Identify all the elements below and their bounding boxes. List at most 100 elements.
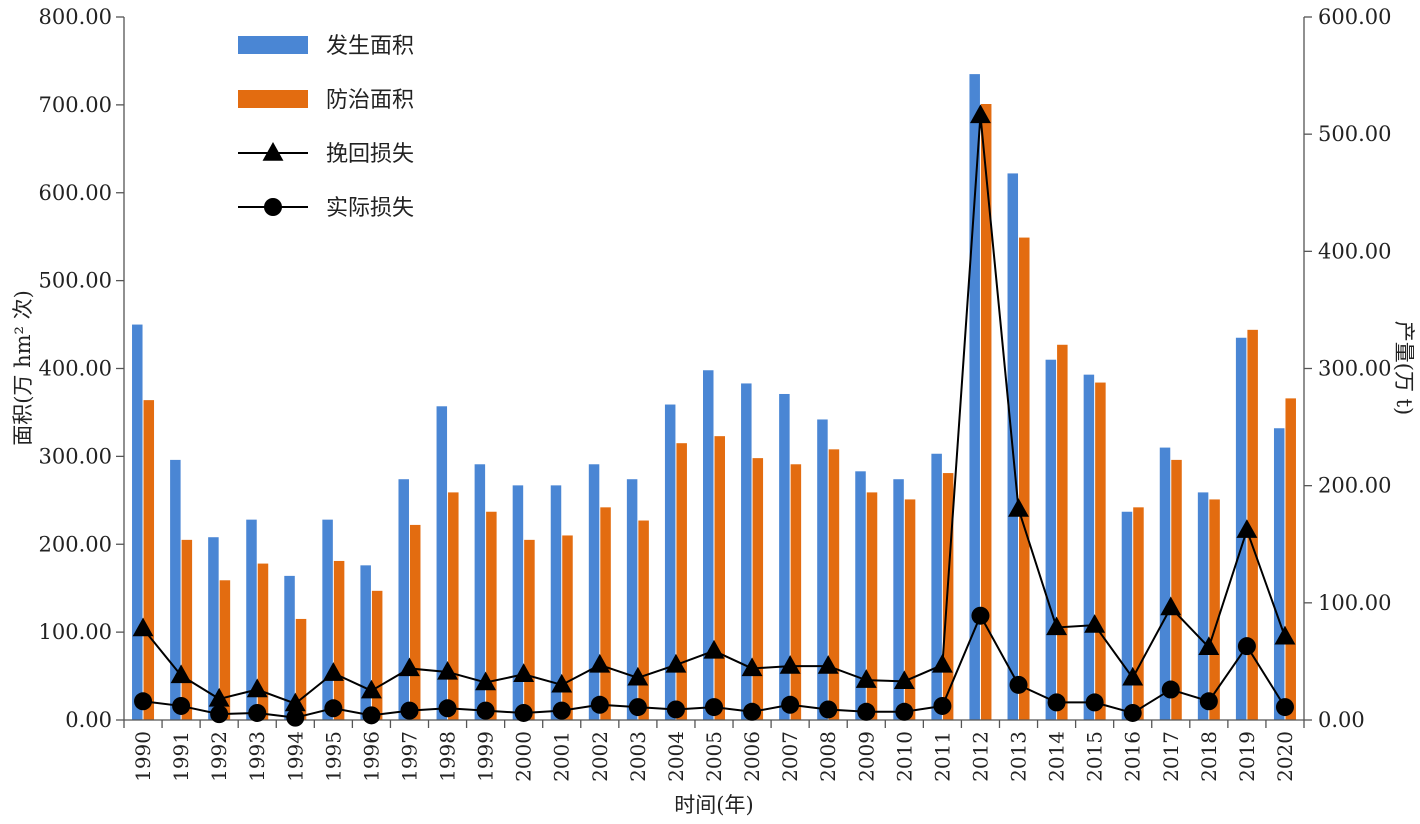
y2-tick-label: 0.00 xyxy=(1318,708,1365,732)
bar-occurrence-1992 xyxy=(208,537,219,720)
bar-occurrence-2004 xyxy=(664,404,676,720)
marker-actual-loss-2001 xyxy=(552,701,571,720)
bar-occurrence-2006 xyxy=(741,383,752,720)
marker-recovered-loss-2008 xyxy=(817,655,839,674)
marker-recovered-loss-2004 xyxy=(665,653,687,673)
marker-recovered-loss-2015 xyxy=(1084,614,1106,633)
marker-recovered-loss-2012 xyxy=(970,104,991,124)
x-tick-label-2005: 2005 xyxy=(702,731,726,782)
marker-actual-loss-2019 xyxy=(1237,637,1256,656)
x-tick-label-1990: 1990 xyxy=(131,731,155,782)
y2-tick-label: 500.00 xyxy=(1318,122,1391,146)
y2-tick-label: 100.00 xyxy=(1318,591,1391,615)
marker-recovered-loss-2013 xyxy=(1008,498,1029,517)
bar-occurrence-2010 xyxy=(893,479,904,720)
bar-control-1995 xyxy=(333,560,345,720)
bar-occurrence-2008 xyxy=(817,419,828,720)
bar-occurrence-2001 xyxy=(550,485,562,720)
bar-control-2010 xyxy=(904,499,916,720)
y2-tick-label: 200.00 xyxy=(1318,474,1391,498)
marker-actual-loss-2016 xyxy=(1123,703,1142,722)
y-tick-label: 600.00 xyxy=(39,181,112,205)
marker-actual-loss-1990 xyxy=(134,692,153,711)
bar-occurrence-2012 xyxy=(969,74,980,721)
line-recovered-loss xyxy=(142,115,1286,705)
legend-label-2: 挽回损失 xyxy=(326,142,414,167)
y2-tick-label: 300.00 xyxy=(1318,357,1391,381)
bar-occurrence-1996 xyxy=(360,565,371,720)
bar-control-2016 xyxy=(1133,507,1144,720)
bar-control-1998 xyxy=(448,492,459,720)
marker-actual-loss-1999 xyxy=(476,701,495,720)
marker-actual-loss-2015 xyxy=(1085,693,1104,712)
bar-occurrence-2018 xyxy=(1197,492,1209,720)
marker-actual-loss-1991 xyxy=(172,696,191,715)
bar-occurrence-1999 xyxy=(474,464,486,720)
marker-actual-loss-2006 xyxy=(743,702,762,721)
x-tick-label-2002: 2002 xyxy=(588,731,612,782)
marker-actual-loss-2005 xyxy=(705,698,723,717)
marker-actual-loss-2002 xyxy=(590,695,609,714)
marker-actual-loss-2000 xyxy=(514,703,533,722)
marker-actual-loss-2007 xyxy=(781,695,800,714)
legend-marker-triangle xyxy=(262,142,284,161)
marker-recovered-loss-2002 xyxy=(589,653,611,673)
bar-occurrence-2007 xyxy=(779,393,790,720)
x-tick-label-2015: 2015 xyxy=(1083,731,1107,782)
y-tick-label: 400.00 xyxy=(39,357,112,381)
bar-occurrence-2011 xyxy=(931,453,942,720)
marker-recovered-loss-1993 xyxy=(246,678,268,698)
bar-control-2001 xyxy=(562,535,573,720)
x-tick-label-2006: 2006 xyxy=(740,731,764,782)
lines-layer xyxy=(142,115,1286,719)
ticks-layer: 0.00 100.00 200.00 300.00 400.00 500.00 600.00… xyxy=(39,5,1392,782)
marker-recovered-loss-2005 xyxy=(703,639,725,659)
bar-control-2019 xyxy=(1247,329,1258,720)
bar-occurrence-2019 xyxy=(1235,337,1247,720)
x-tick-label-2017: 2017 xyxy=(1159,731,1183,782)
bar-occurrence-2009 xyxy=(855,471,866,720)
marker-recovered-loss-1991 xyxy=(170,664,192,684)
bar-control-1990 xyxy=(143,400,155,720)
marker-recovered-loss-2001 xyxy=(551,673,573,693)
x-tick-label-1995: 1995 xyxy=(321,731,345,782)
bar-control-2020 xyxy=(1285,398,1296,720)
legend-label-3: 实际损失 xyxy=(326,196,414,221)
bar-control-2000 xyxy=(524,539,535,720)
y-tick-label: 300.00 xyxy=(39,444,112,468)
x-tick-label-1994: 1994 xyxy=(283,731,307,782)
y-tick-label: 0.00 xyxy=(65,708,112,732)
x-tick-label-1992: 1992 xyxy=(207,731,231,782)
bar-control-2014 xyxy=(1057,344,1068,720)
marker-actual-loss-1996 xyxy=(362,706,381,725)
x-tick-label-1997: 1997 xyxy=(397,731,421,782)
x-tick-label-2018: 2018 xyxy=(1197,731,1221,782)
marker-recovered-loss-2003 xyxy=(627,666,649,686)
bar-control-1991 xyxy=(181,539,193,720)
marker-actual-loss-2013 xyxy=(1009,675,1028,694)
bar-occurrence-1991 xyxy=(170,459,181,720)
bar-control-1997 xyxy=(409,524,421,720)
bar-occurrence-2003 xyxy=(626,479,638,720)
bar-occurrence-1998 xyxy=(436,406,448,720)
marker-recovered-loss-1996 xyxy=(360,679,382,699)
bar-occurrence-2000 xyxy=(512,485,524,720)
x-axis-title: 时间(年) xyxy=(674,793,753,817)
bar-control-2005 xyxy=(714,436,725,720)
marker-actual-loss-1998 xyxy=(438,699,457,718)
bar-occurrence-1993 xyxy=(246,519,257,720)
legend-marker-circle xyxy=(264,198,282,216)
marker-recovered-loss-1995 xyxy=(322,662,344,681)
x-tick-label-2009: 2009 xyxy=(854,731,878,782)
bar-occurrence-2014 xyxy=(1045,359,1057,720)
x-tick-label-1993: 1993 xyxy=(245,731,269,782)
marker-recovered-loss-2018 xyxy=(1198,636,1220,656)
marker-recovered-loss-2014 xyxy=(1046,616,1068,636)
bar-control-2017 xyxy=(1171,459,1182,720)
bar-control-2007 xyxy=(790,464,802,720)
marker-recovered-loss-1990 xyxy=(132,617,154,637)
marker-recovered-loss-2000 xyxy=(513,663,535,683)
x-tick-label-2020: 2020 xyxy=(1273,731,1297,782)
y-tick-label: 700.00 xyxy=(39,93,112,117)
bar-occurrence-2017 xyxy=(1159,447,1171,720)
